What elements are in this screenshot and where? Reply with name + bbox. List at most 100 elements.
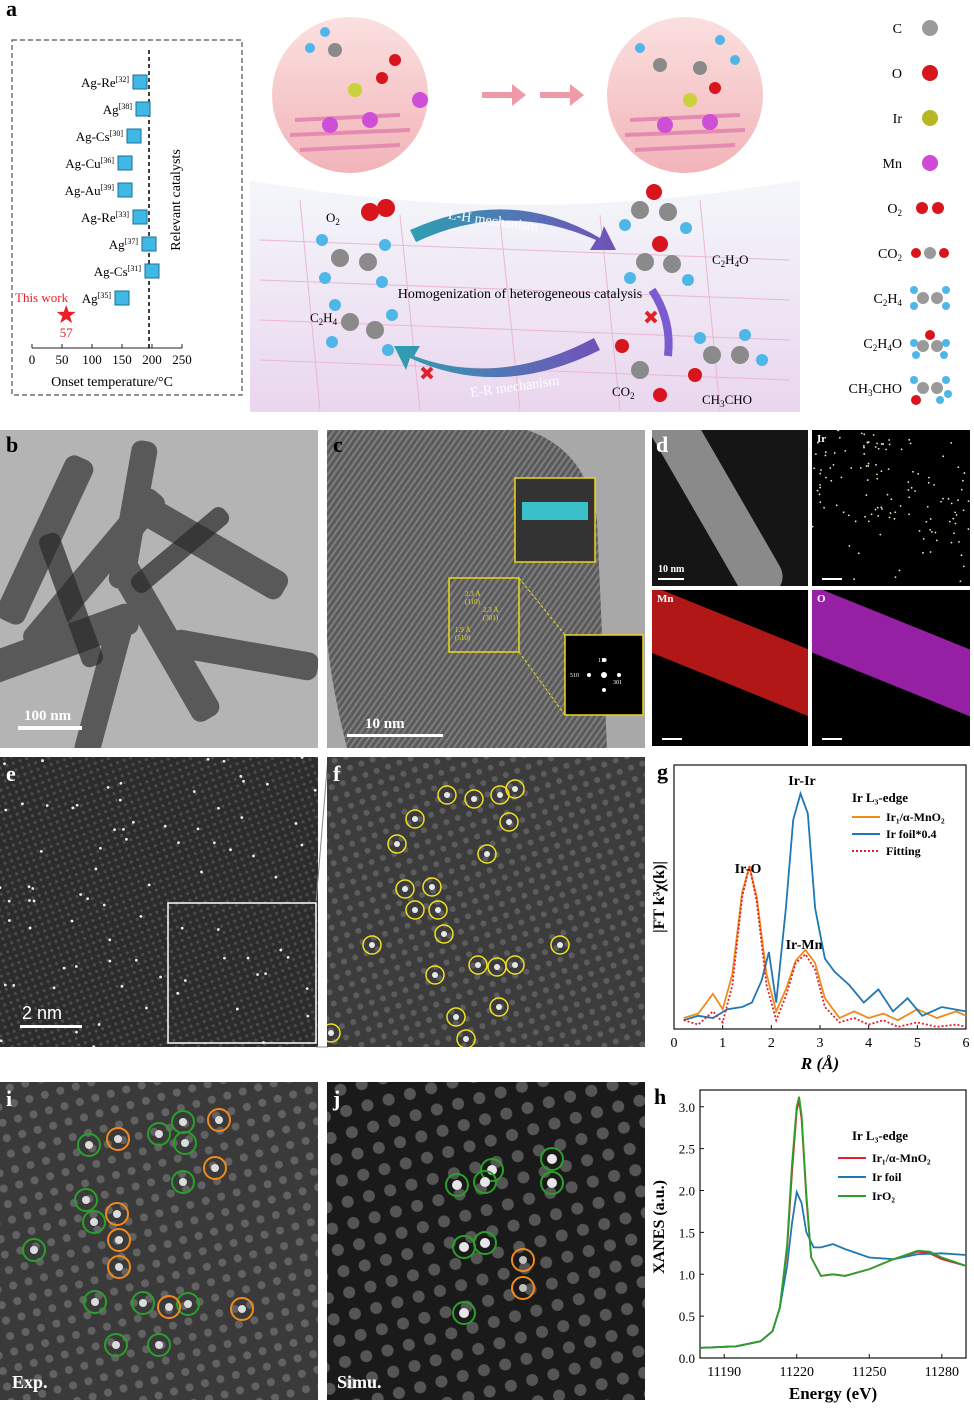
site-marker-orange [230, 1297, 254, 1321]
single-atom-marker [362, 935, 382, 955]
peak-annotation: Ir-Mn [786, 938, 823, 953]
y-axis-label: XANES (a.u.) [652, 1180, 668, 1274]
ch3cho-label: CH3CHO [702, 392, 752, 409]
catalyst-point [114, 290, 130, 306]
panel-label-j: j [333, 1086, 341, 1111]
single-atom-marker [405, 809, 425, 829]
panel-h-xanes-chart: 11190 11220 11250 11280 0.0 0.5 1.0 1.5 2.0 2.5 3.… [652, 1082, 974, 1408]
panel-g-exafs-chart: 0 1 2 3 4 5 6 R (Å) |FT k³χ(k)| g Ir-Ir Ir-O Ir-Mn Ir… [652, 757, 974, 1077]
legend-label: CH3CHO [848, 382, 902, 398]
panel-label-b: b [6, 432, 19, 457]
single-atom-marker [387, 834, 407, 854]
atom-icon [922, 110, 938, 126]
simulated-tag: Simu. [337, 1372, 382, 1392]
arrow-icon [482, 84, 526, 106]
catalyst-label: Ag-Re[33] [81, 210, 129, 225]
single-atom-marker [437, 785, 457, 805]
y-tick-label: 1.0 [679, 1267, 695, 1282]
o2-label: O2 [326, 210, 340, 227]
single-atom-marker [456, 1029, 476, 1047]
legend-label: C2H4O [863, 337, 902, 353]
site-marker-orange [203, 1156, 227, 1180]
peak-annotation: Ir-Ir [788, 774, 815, 789]
y-tick-label: 2.5 [679, 1142, 695, 1157]
panel-label-d: d [656, 432, 669, 457]
site-marker-green [22, 1238, 46, 1262]
scheme-center-line1: Homogenization of heterogeneous catalysi… [398, 287, 643, 302]
single-atom-marker [468, 955, 488, 975]
legend-label: CO2 [878, 247, 902, 263]
lh-mechanism-arrow [410, 209, 616, 250]
this-work-value: 57 [60, 325, 74, 340]
atom-legend: C O Ir Mn O2 CO2 C2H4 C2H4O CH3CHO [848, 20, 952, 405]
catalyst-point [144, 263, 160, 279]
scale-bar [18, 726, 82, 730]
site-marker-green [176, 1292, 200, 1316]
legend-title: Ir L₃-edge [852, 1128, 908, 1143]
legend-label: C2H4 [874, 292, 903, 308]
panel-label-e: e [6, 761, 16, 786]
site-marker-green [473, 1231, 497, 1255]
peak-annotation: Ir-O [735, 862, 762, 877]
legend-label: Ir [893, 112, 903, 127]
y-axis-label: Relevant catalysts [169, 149, 184, 250]
y-tick-label: 0.0 [679, 1351, 695, 1366]
legend-label: Ir₁/α-MnO₂ [872, 1151, 931, 1165]
y-axis-label: |FT k³χ(k)| [652, 861, 668, 933]
panel-a: 0 50 100 150 200 250 Onset temperature/°C Relev… [11, 17, 952, 412]
legend-label: O2 [887, 202, 902, 218]
ch3cho-molecule [688, 329, 768, 382]
scale-bar-label: 2 nm [22, 1003, 63, 1023]
panel-d-mn-map: Mn [652, 590, 808, 746]
panel-label-c: c [333, 432, 343, 457]
panel-d-haadf-image: d 10 nm [652, 430, 808, 586]
atom-icon [922, 155, 938, 171]
site-marker-green [77, 1133, 101, 1157]
single-atom-marker [422, 877, 442, 897]
map-label-o: O [817, 593, 826, 605]
series-line [699, 1189, 967, 1349]
site-marker-green [173, 1131, 197, 1155]
legend-label: Mn [883, 157, 902, 172]
single-atom-marker [434, 924, 454, 944]
o2-icon [916, 202, 928, 214]
site-marker-green [452, 1301, 476, 1325]
fft-spot-label: 510 [570, 673, 579, 679]
scale-bar [662, 738, 682, 740]
x-tick-label: 11250 [852, 1365, 886, 1380]
c2h4-label: C2H4 [310, 310, 338, 327]
x-tick-label: 3 [817, 1036, 824, 1051]
x-tick-label: 0 [671, 1036, 678, 1051]
catalyst-label: Ag-Cs[30] [76, 129, 124, 144]
x-tick-label: 200 [142, 352, 162, 367]
scale-bar [20, 1025, 82, 1028]
series-line [699, 1099, 967, 1349]
single-atom-marker [425, 965, 445, 985]
legend-title: Ir L₃-edge [852, 790, 908, 805]
site-marker-orange [107, 1228, 131, 1252]
atom-icon [922, 20, 938, 36]
onset-temperature-chart: 0 50 100 150 200 250 Onset temperature/°C Relev… [15, 50, 192, 390]
legend-label: Ir foil*0.4 [886, 827, 936, 841]
c2h4-molecule [316, 234, 391, 288]
site-marker-orange [105, 1202, 129, 1226]
catalyst-point [141, 236, 157, 252]
c2h4-molecule [326, 299, 398, 356]
legend-label: Ir₁/α-MnO₂ [886, 810, 945, 824]
panel-f-zoomed-image: f [327, 757, 645, 1047]
legend-label: O [892, 67, 902, 82]
catalyst-label: Ag-Re[32] [81, 75, 129, 90]
series-line [683, 865, 967, 1022]
lattice-spacing-1: 2.3 Å (110) [465, 590, 481, 606]
x-tick-label: 150 [112, 352, 132, 367]
legend-label: C [893, 22, 902, 37]
site-marker-green [540, 1171, 564, 1195]
scale-bar-label: 10 nm [365, 716, 405, 732]
product-bubble [607, 17, 763, 173]
site-marker-orange [157, 1295, 181, 1319]
y-tick-label: 3.0 [679, 1100, 695, 1115]
catalyst-label: Ag[35] [82, 291, 112, 306]
single-atom-marker [489, 997, 509, 1017]
x-tick-label: 5 [914, 1036, 921, 1051]
c2h4-icon [917, 292, 929, 304]
